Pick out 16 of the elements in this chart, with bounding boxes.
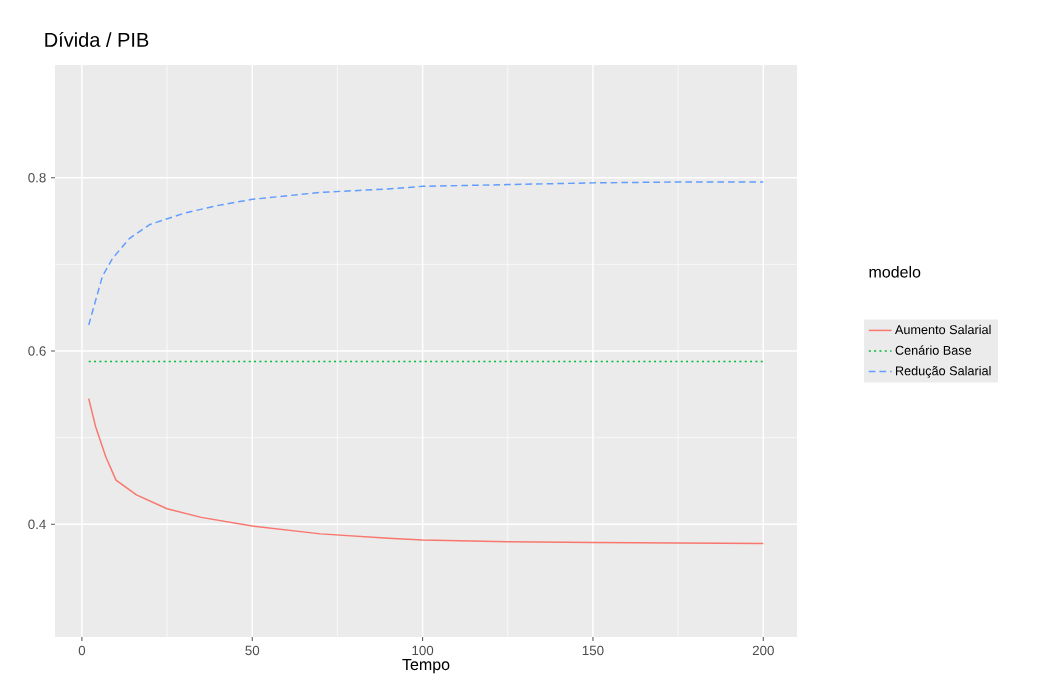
line-series <box>87 181 765 326</box>
x-tick-label: 50 <box>245 645 260 656</box>
legend-title: modelo <box>869 265 921 278</box>
x-tick-label: 200 <box>752 645 774 656</box>
x-tick-label: 150 <box>582 645 604 656</box>
legend-label: Redução Salarial <box>896 366 991 378</box>
x-tick-label: 0 <box>78 645 86 656</box>
legend-label: Cenário Base <box>895 345 972 355</box>
x-tick-label: 100 <box>412 645 434 656</box>
chart-title: Dívida / PIB <box>45 32 149 47</box>
y-tick-label: 0.4 <box>28 519 46 530</box>
y-tick-label: 0.6 <box>28 346 46 356</box>
x-axis-title: Tempo <box>402 658 450 674</box>
line-series <box>87 397 765 545</box>
legend-label: Aumento Salarial <box>894 324 991 335</box>
y-tick-label: 0.8 <box>28 172 46 183</box>
